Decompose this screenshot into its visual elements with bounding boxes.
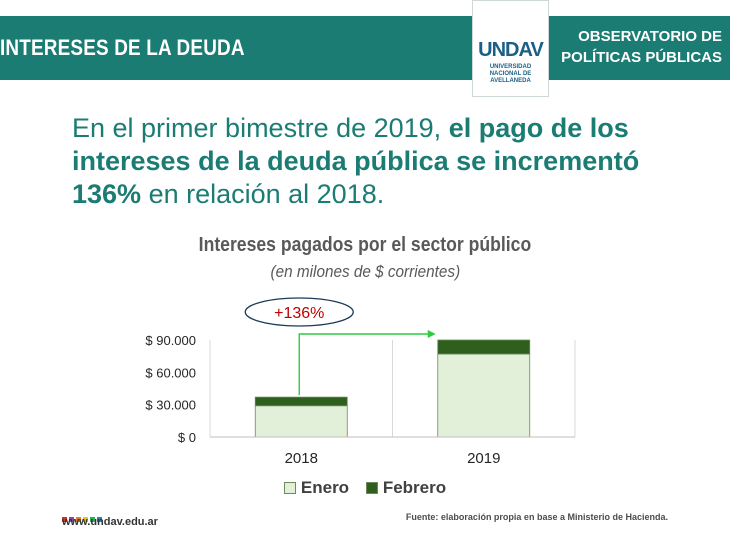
section-title: INTERESES DE LA DEUDA (0, 35, 245, 60)
header-bar (0, 16, 730, 80)
y-tick-label: $ 0 (178, 430, 196, 445)
x-tick-label: 2018 (285, 450, 318, 467)
bar-febrero-2019 (437, 339, 531, 355)
legend-swatch-enero (283, 482, 296, 494)
x-tick-label: 2019 (467, 450, 500, 467)
growth-arrow (298, 333, 430, 396)
y-tick-label: $ 90.000 (145, 333, 196, 348)
bar-chart: $ 0 $ 30.000 $ 60.000 $ 90.000 2018 2019 +136% (145, 297, 576, 467)
chart-title: Intereses pagados por el sector público (198, 234, 532, 256)
undav-logo: UNDAV UNIVERSIDAD NACIONAL DE AVELLANEDA (472, 0, 549, 97)
annotation-label: +136% (274, 305, 324, 322)
legend-item-enero: Enero (283, 478, 349, 498)
bar-enero-2018 (254, 405, 348, 438)
chart-subtitle: (en milones de $ corrientes) (270, 262, 460, 281)
chart-legend: Enero Febrero (0, 478, 730, 498)
footer-url[interactable]: www.undav.edu.ar (62, 516, 158, 528)
legend-item-febrero: Febrero (365, 478, 446, 498)
bar-febrero-2018 (254, 396, 348, 407)
observatorio-label: OBSERVATORIO DE POLÍTICAS PÚBLICAS (561, 28, 722, 66)
footer-source: Fuente: elaboración propia en base a Min… (405, 512, 668, 522)
y-tick-label: $ 60.000 (145, 365, 196, 380)
bar-enero-2019 (437, 353, 531, 438)
brand-dots-icon (62, 509, 104, 527)
growth-arrow-head (427, 330, 436, 338)
legend-swatch-febrero (365, 482, 378, 494)
logo-subtitle: UNIVERSIDAD NACIONAL DE AVELLANEDA (489, 64, 532, 84)
headline: En el primer bimestre de 2019, el pago d… (72, 113, 640, 209)
logo-mark: UNDAV (478, 39, 544, 61)
annotation-ellipse (244, 297, 354, 327)
y-tick-label: $ 30.000 (145, 398, 196, 413)
